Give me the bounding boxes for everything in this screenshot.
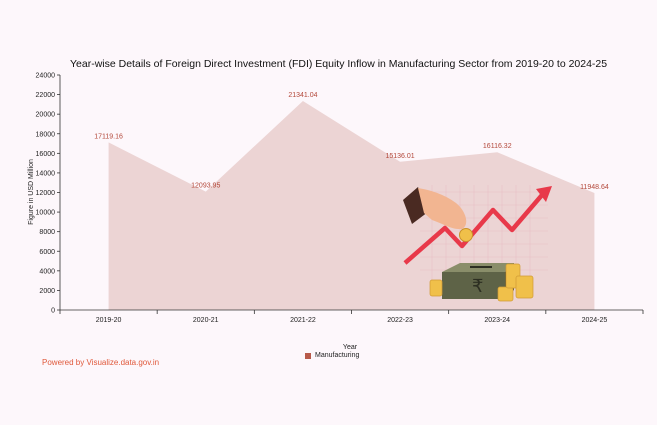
data-label: 17119.16 bbox=[94, 133, 123, 140]
y-axis-title: Figure in USD Million bbox=[28, 159, 35, 225]
y-tick-label: 2000 bbox=[39, 288, 55, 295]
y-tick-label: 0 bbox=[51, 308, 55, 315]
x-tick-label: 2020-21 bbox=[193, 317, 219, 324]
y-tick-label: 24000 bbox=[36, 73, 56, 80]
chart-title: Year-wise Details of Foreign Direct Inve… bbox=[70, 58, 608, 70]
legend-label-manufacturing: Manufacturing bbox=[315, 352, 360, 359]
legend-swatch bbox=[305, 352, 311, 359]
area-series-manufacturing bbox=[108, 101, 595, 311]
data-label: 16116.32 bbox=[483, 143, 512, 150]
powered-by-link[interactable]: Powered by Visualize.data.gov.in bbox=[42, 358, 160, 367]
data-label: 11948.64 bbox=[580, 184, 609, 191]
data-label: 15136.01 bbox=[385, 153, 414, 160]
y-tick-label: 4000 bbox=[39, 268, 55, 275]
y-tick-label: 8000 bbox=[39, 229, 55, 236]
x-tick-label: 2023-24 bbox=[484, 317, 510, 324]
area-layer bbox=[108, 101, 595, 311]
y-tick-label: 10000 bbox=[36, 210, 56, 217]
x-tick-label: 2019-20 bbox=[96, 317, 122, 324]
y-tick-label: 16000 bbox=[36, 151, 56, 158]
rupee-symbol: ₹ bbox=[472, 276, 483, 297]
y-tick-label: 6000 bbox=[39, 249, 55, 256]
data-label: 12093.95 bbox=[191, 183, 220, 190]
data-label: 21341.04 bbox=[288, 92, 317, 99]
x-axis-title: Year bbox=[343, 344, 358, 351]
y-tick-label: 14000 bbox=[36, 170, 56, 177]
legend[interactable]: Manufacturing bbox=[305, 352, 359, 359]
y-tick-label: 12000 bbox=[36, 190, 56, 197]
data-labels: 17119.16 12093.95 21341.04 15136.01 16116.32… bbox=[94, 92, 609, 191]
axes: 0 2000 4000 6000 8000 10000 12000 14000 16000 180… bbox=[28, 73, 644, 351]
y-tick-label: 22000 bbox=[36, 92, 56, 99]
y-tick-label: 18000 bbox=[36, 131, 56, 138]
y-tick-label: 20000 bbox=[36, 112, 56, 119]
x-tick-label: 2021-22 bbox=[290, 317, 316, 324]
x-tick-label: 2024-25 bbox=[582, 317, 608, 324]
investment-illustration-icon: ₹ bbox=[403, 185, 552, 302]
x-tick-label: 2022-23 bbox=[387, 317, 413, 324]
